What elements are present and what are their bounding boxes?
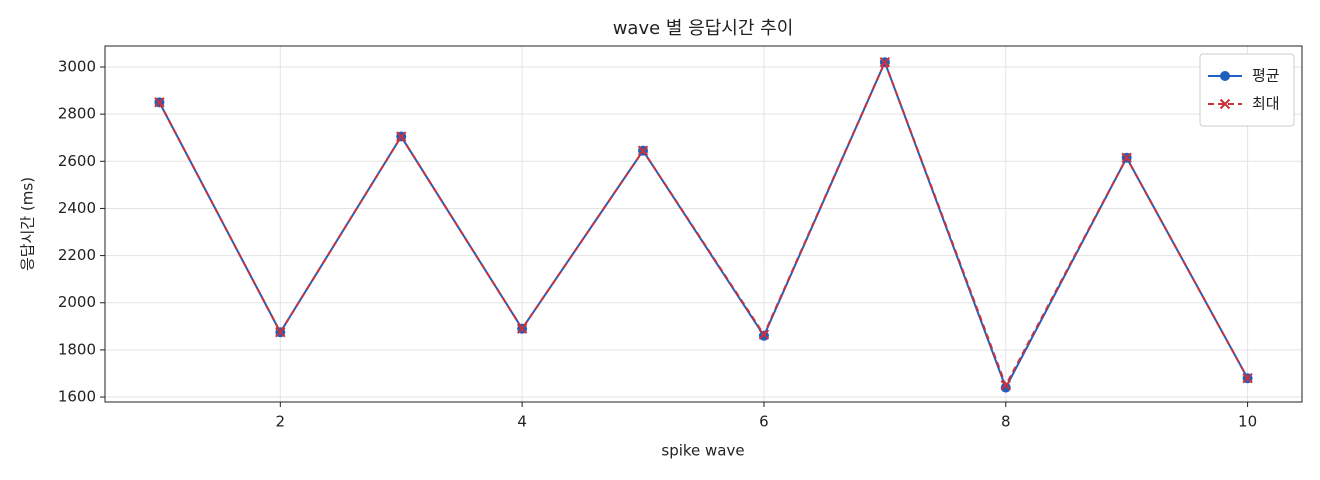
y-tick-label: 1800	[58, 340, 96, 358]
data-point	[1000, 382, 1011, 393]
x-tick-label: 6	[759, 413, 769, 431]
data-point	[879, 57, 891, 68]
y-tick-label: 3000	[58, 57, 96, 75]
data-point	[758, 329, 770, 340]
y-tick-label: 2200	[58, 246, 96, 264]
legend-marker	[1220, 71, 1230, 81]
data-point	[637, 145, 649, 156]
x-axis-label: spike wave	[661, 442, 744, 460]
data-point	[396, 131, 407, 142]
data-point	[1242, 372, 1253, 384]
data-point	[1121, 152, 1132, 163]
x-tick-label: 10	[1238, 413, 1257, 431]
y-axis-label: 응답시간 (ms)	[19, 177, 37, 271]
legend-marker	[1219, 98, 1231, 110]
x-tick-label: 8	[1001, 413, 1011, 431]
y-tick-label: 2600	[58, 152, 96, 170]
chart-title: wave 별 응답시간 추이	[613, 18, 794, 39]
plot-frame	[104, 45, 1303, 403]
data-point	[275, 327, 286, 338]
y-tick-label: 2400	[58, 199, 96, 217]
series-line	[158, 59, 1249, 388]
y-tick-label: 2800	[58, 105, 96, 123]
legend-label: 최대	[1252, 95, 1280, 113]
data-point	[154, 97, 165, 108]
series-line	[158, 59, 1249, 391]
data-point	[1000, 380, 1011, 391]
legend-box	[1199, 53, 1295, 127]
data-point	[516, 323, 528, 334]
x-tick-label: 4	[517, 413, 527, 431]
y-tick-label: 2000	[58, 293, 96, 311]
legend-label: 평균	[1252, 67, 1280, 85]
y-tick-label: 1600	[58, 388, 96, 406]
x-tick-label: 2	[276, 413, 286, 431]
